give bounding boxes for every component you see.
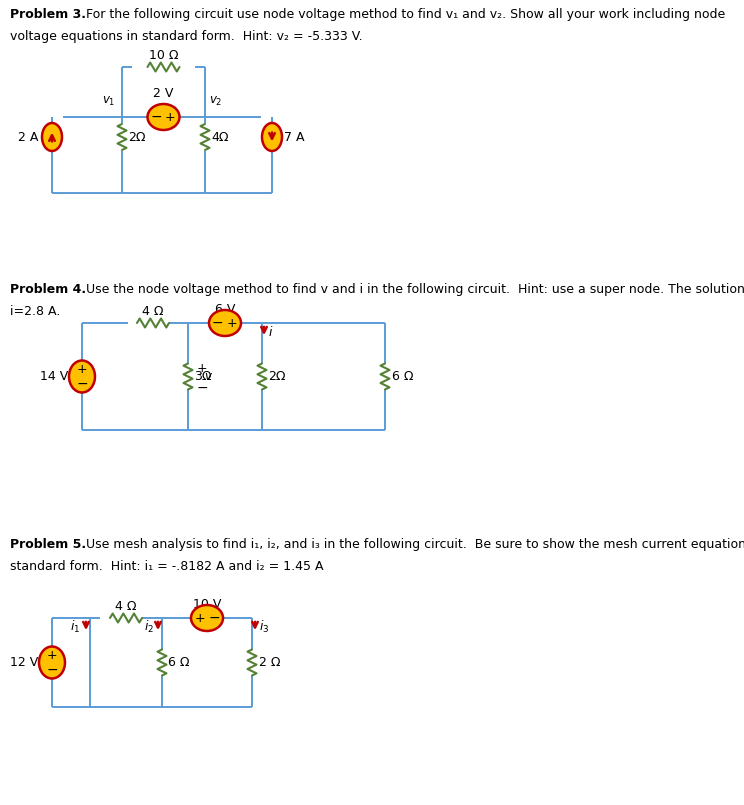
Text: +: + xyxy=(47,650,57,663)
Text: 2 V: 2 V xyxy=(153,87,173,100)
Text: +: + xyxy=(195,612,205,625)
Text: 6 V: 6 V xyxy=(215,303,235,316)
Text: $v_2$: $v_2$ xyxy=(209,95,222,108)
Ellipse shape xyxy=(42,123,62,151)
Text: $i_3$: $i_3$ xyxy=(259,619,269,635)
Text: −: − xyxy=(212,316,224,330)
Text: +: + xyxy=(165,110,176,123)
Text: 4 Ω: 4 Ω xyxy=(115,600,137,613)
Text: 12 V: 12 V xyxy=(10,656,38,669)
Ellipse shape xyxy=(209,310,241,336)
Text: $i_2$: $i_2$ xyxy=(144,619,154,635)
Text: 10 Ω: 10 Ω xyxy=(149,49,179,62)
Text: 2Ω: 2Ω xyxy=(128,130,146,143)
Text: Problem 3.: Problem 3. xyxy=(10,8,86,21)
Ellipse shape xyxy=(69,361,95,393)
Text: Problem 4.: Problem 4. xyxy=(10,283,86,296)
Text: 2Ω: 2Ω xyxy=(268,370,286,383)
Text: −: − xyxy=(150,110,162,124)
Ellipse shape xyxy=(191,605,223,631)
Ellipse shape xyxy=(147,104,179,130)
Text: Use mesh analysis to find i₁, i₂, and i₃ in the following circuit.  Be sure to s: Use mesh analysis to find i₁, i₂, and i₃… xyxy=(82,538,744,551)
Text: standard form.  Hint: i₁ = -.8182 A and i₂ = 1.45 A: standard form. Hint: i₁ = -.8182 A and i… xyxy=(10,560,324,573)
Text: voltage equations in standard form.  Hint: v₂ = -5.333 V.: voltage equations in standard form. Hint… xyxy=(10,30,362,43)
Text: 10 V: 10 V xyxy=(193,598,221,611)
Text: 2 A: 2 A xyxy=(18,130,38,143)
Text: 14 V: 14 V xyxy=(39,370,68,383)
Text: −: − xyxy=(76,377,88,390)
Text: +: + xyxy=(77,363,87,376)
Text: 6 Ω: 6 Ω xyxy=(392,370,414,383)
Text: −: − xyxy=(196,381,208,394)
Ellipse shape xyxy=(262,123,282,151)
Text: −: − xyxy=(46,663,58,677)
Ellipse shape xyxy=(39,646,65,679)
Text: $v_1$: $v_1$ xyxy=(102,95,115,108)
Text: Use the node voltage method to find v and i in the following circuit.  Hint: use: Use the node voltage method to find v an… xyxy=(82,283,744,296)
Text: 4Ω: 4Ω xyxy=(211,130,228,143)
Text: $i_1$: $i_1$ xyxy=(70,619,80,635)
Text: v: v xyxy=(204,370,211,383)
Text: −: − xyxy=(208,611,220,625)
Text: i=2.8 A.: i=2.8 A. xyxy=(10,305,60,318)
Text: For the following circuit use node voltage method to find v₁ and v₂. Show all yo: For the following circuit use node volta… xyxy=(82,8,725,21)
Text: i: i xyxy=(269,325,272,338)
Text: 6 Ω: 6 Ω xyxy=(168,656,190,669)
Text: Problem 5.: Problem 5. xyxy=(10,538,86,551)
Text: 7 A: 7 A xyxy=(284,130,304,143)
Text: +: + xyxy=(226,316,237,329)
Text: 3Ω: 3Ω xyxy=(194,370,211,383)
Text: 4 Ω: 4 Ω xyxy=(142,305,164,318)
Text: 2 Ω: 2 Ω xyxy=(259,656,280,669)
Text: +: + xyxy=(196,362,208,375)
